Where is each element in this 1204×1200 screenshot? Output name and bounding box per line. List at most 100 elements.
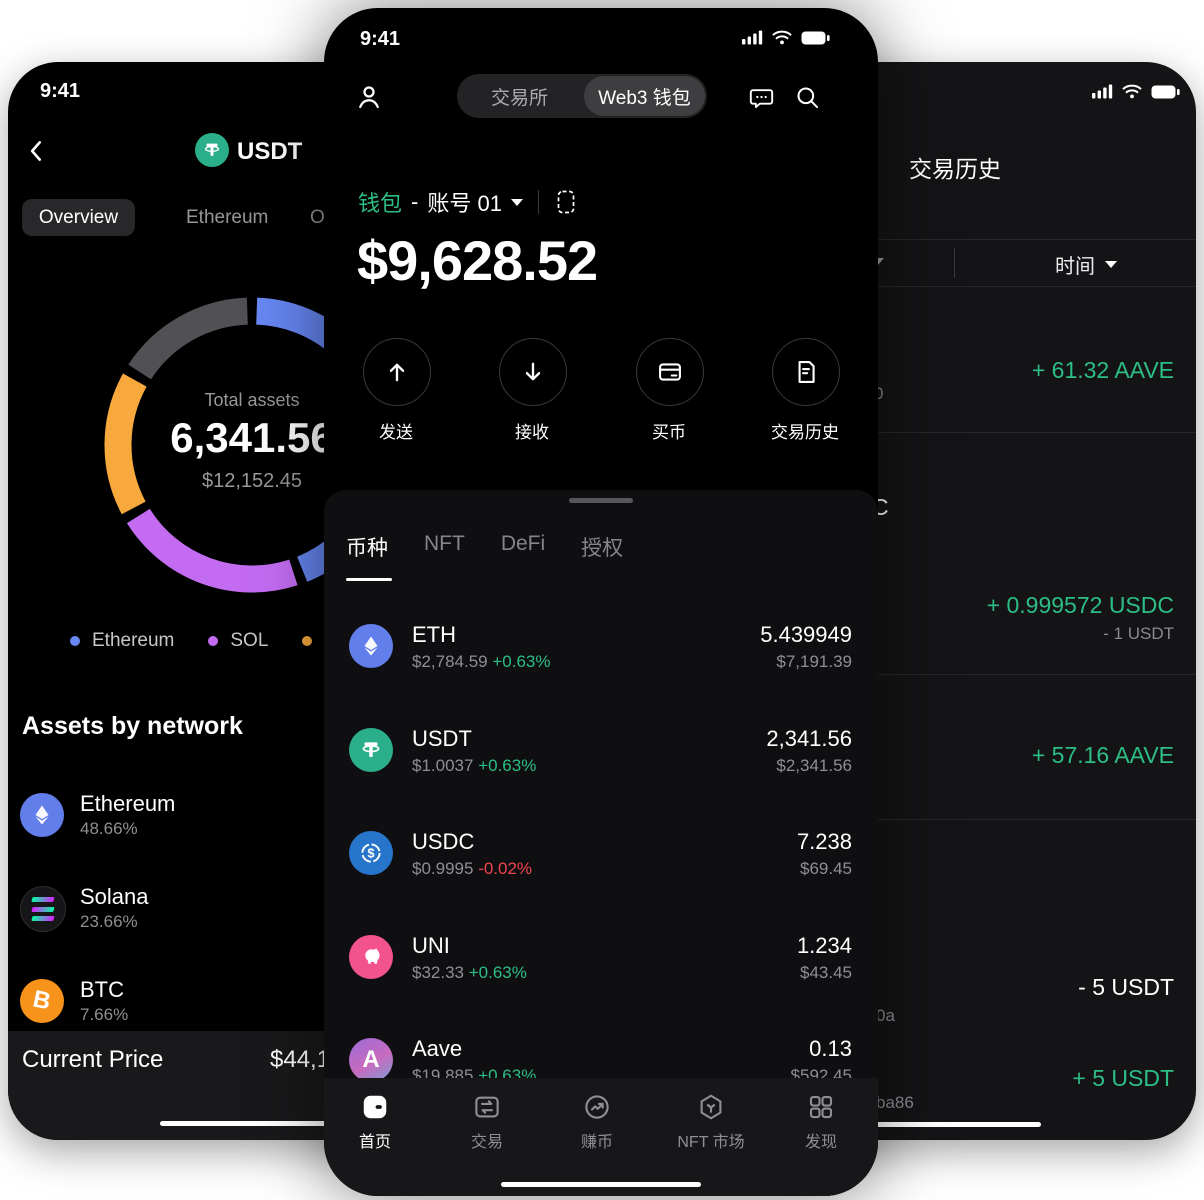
action-label: 买币 — [652, 423, 686, 442]
nav-trade[interactable]: 交易 — [432, 1092, 542, 1152]
network-row-btc[interactable]: B BTC 7.66% — [20, 977, 552, 1027]
battery-icon — [1151, 85, 1180, 98]
coin-symbol: Aave — [412, 1036, 463, 1061]
txn-amount: + 57.16 AAVE — [1031, 742, 1174, 768]
donut-segment-other — [128, 297, 249, 380]
account-separator: - — [411, 189, 419, 214]
account-selector[interactable]: 钱包 - 账号 01 — [358, 186, 578, 218]
action-label: 发送 — [379, 423, 413, 442]
network-name: Ethereum — [80, 791, 176, 816]
uni-icon — [349, 935, 393, 979]
divider — [640, 286, 1196, 287]
txn-address-fragment: 0 — [874, 384, 884, 403]
nav-discover[interactable]: 发现 — [766, 1092, 876, 1152]
nav-earn[interactable]: 赚币 — [542, 1092, 652, 1152]
home-icon — [363, 1095, 387, 1119]
wallet-label: 钱包 — [358, 191, 403, 216]
receive-button[interactable] — [499, 338, 567, 406]
coin-change: -0.02% — [478, 859, 533, 878]
coin-symbol: USDC — [412, 829, 475, 854]
time-filter-dropdown[interactable]: 时间 — [1055, 250, 1117, 279]
coin-amount: 5.439949 — [760, 622, 852, 647]
txn-amount: - 5 USDT — [1078, 974, 1174, 1000]
buy-crypto-button[interactable] — [636, 338, 704, 406]
legend-dot-ethereum — [70, 636, 80, 646]
divider — [640, 819, 1196, 820]
profile-icon[interactable] — [354, 82, 384, 112]
nav-label: 赚币 — [580, 1134, 613, 1151]
legend-dot-sol — [208, 636, 219, 646]
phone-center-wallet-home: 9:41 交易所 Web3 钱包 钱包 - 账号 01 — [324, 8, 878, 1196]
coin-change: +0.63% — [478, 756, 537, 775]
chat-icon[interactable] — [748, 84, 775, 111]
search-icon[interactable] — [794, 84, 821, 111]
send-button[interactable] — [363, 338, 431, 406]
coin-change: +0.63% — [492, 652, 551, 671]
nav-home[interactable]: 首页 — [324, 1092, 430, 1152]
segmented-control: 交易所 Web3 钱包 — [457, 74, 707, 118]
network-row-ethereum[interactable]: Ethereum 48.66% — [20, 791, 552, 841]
tab-nft[interactable]: NFT — [424, 532, 465, 555]
txn-address-fragment: ba86 — [876, 1093, 914, 1112]
status-icons — [742, 30, 830, 45]
coin-value: $2,341.56 — [776, 756, 852, 775]
coin-row-eth[interactable]: ETH $2,784.59 +0.63% 5.439949 $7,191.39 — [349, 622, 852, 674]
aave-icon: A — [349, 1038, 393, 1082]
page-title: 交易历史 — [909, 156, 1001, 182]
coin-amount: 7.238 — [796, 829, 852, 854]
coin-price: $1.0037 — [412, 756, 474, 775]
arrow-up-icon — [389, 363, 405, 382]
tab-approvals[interactable]: 授权 — [581, 537, 624, 560]
coin-change: +0.63% — [468, 963, 527, 982]
txn-amount: + 0.999572 USDC — [986, 592, 1174, 618]
current-price-label: Current Price — [22, 1046, 164, 1073]
scan-icon[interactable] — [554, 189, 578, 215]
tab-exchange[interactable]: 交易所 — [490, 87, 548, 109]
txn-amount: + 61.32 AAVE — [1031, 357, 1174, 383]
status-time: 9:41 — [40, 80, 81, 102]
legend-item-sol: SOL — [208, 630, 268, 652]
sheet-tabs: 币种 NFT DeFi 授权 — [346, 532, 623, 562]
network-name: Solana — [80, 884, 149, 909]
drag-handle[interactable] — [569, 498, 633, 503]
tab-overview[interactable]: Overview — [22, 199, 135, 236]
usdc-icon: $ — [349, 831, 393, 875]
legend-label: SOL — [230, 630, 269, 651]
coin-value: $43.45 — [800, 963, 852, 982]
tab-coins[interactable]: 币种 — [346, 537, 388, 560]
ethereum-icon — [20, 793, 64, 837]
coin-row-uni[interactable]: UNI $32.33 +0.63% 1.234 $43.45 — [349, 933, 852, 985]
legend-dot-btc — [302, 636, 313, 646]
solana-icon — [20, 886, 66, 932]
donut-segment-sol — [126, 508, 298, 593]
trade-icon — [475, 1096, 499, 1118]
tab-defi[interactable]: DeFi — [500, 532, 546, 555]
history-button[interactable] — [772, 338, 840, 406]
arrow-down-icon — [525, 362, 541, 381]
chevron-down-icon — [1105, 261, 1117, 268]
donut-segment-btc — [104, 373, 147, 515]
home-indicator — [160, 1121, 340, 1126]
nav-nft-market[interactable]: NFT 市场 — [656, 1092, 766, 1152]
network-row-solana[interactable]: Solana 23.66% — [20, 884, 552, 934]
tab-ethereum[interactable]: Ethereum — [186, 207, 269, 228]
legend-item-ethereum: Ethereum — [70, 630, 174, 652]
tab-clipped[interactable]: O — [310, 207, 325, 228]
coin-row-usdt[interactable]: USDT $1.0037 +0.63% 2,341.56 $2,341.56 — [349, 726, 852, 778]
chevron-down-icon[interactable] — [872, 258, 884, 265]
document-icon — [798, 361, 815, 383]
action-label: 交易历史 — [771, 423, 839, 442]
donut-center-value: 6,341.56 — [170, 414, 334, 461]
txn-address-fragment: 0a — [876, 1006, 895, 1025]
time-filter-label: 时间 — [1055, 256, 1095, 278]
home-indicator — [501, 1182, 701, 1187]
page-title: USDT — [237, 138, 303, 165]
coin-symbol: USDT — [412, 726, 472, 751]
battery-icon — [801, 31, 830, 44]
coin-row-usdc[interactable]: $ USDC $0.9995 -0.02% 7.238 $69.45 — [349, 829, 852, 881]
tab-web3-wallet[interactable]: Web3 钱包 — [584, 76, 705, 116]
legend-label: Ethereum — [92, 630, 175, 651]
wifi-icon — [1122, 84, 1142, 99]
back-icon[interactable] — [24, 138, 50, 164]
